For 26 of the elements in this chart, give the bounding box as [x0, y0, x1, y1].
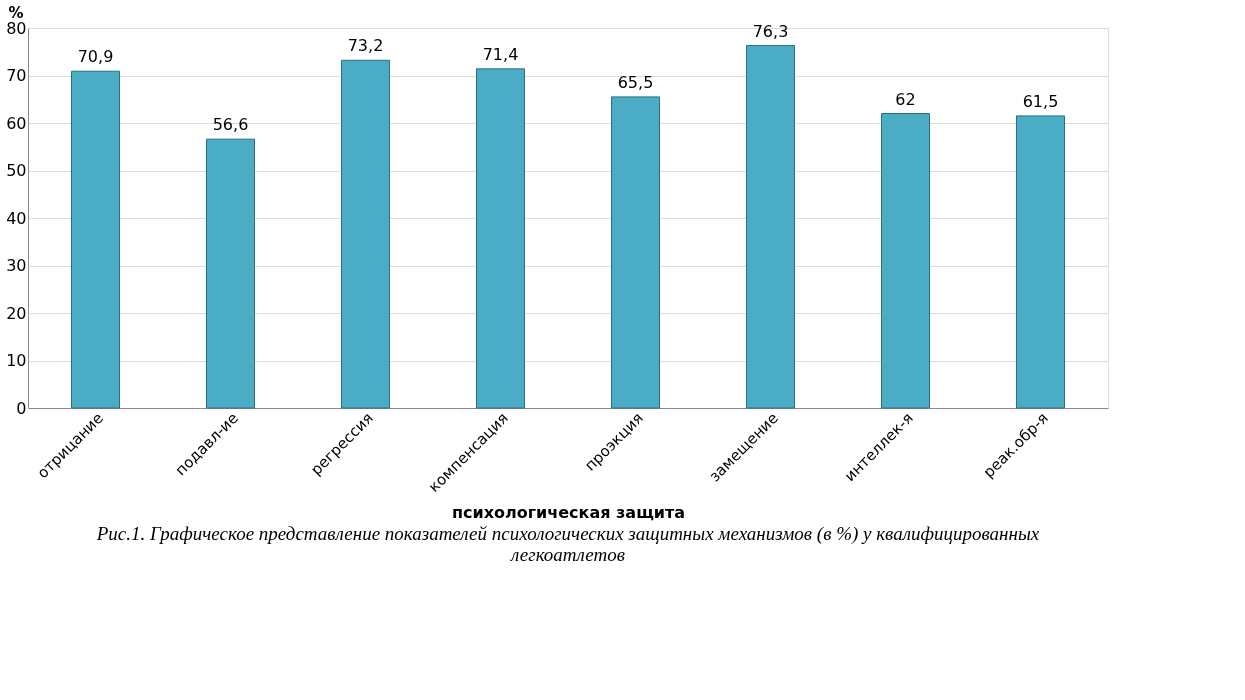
bar: [881, 113, 930, 409]
bar: [71, 70, 120, 409]
data-label: 61,5: [1022, 91, 1059, 111]
data-label: 62: [895, 89, 916, 109]
data-label: 65,5: [617, 72, 654, 92]
bar: [476, 68, 525, 409]
y-tick-label: 10: [6, 351, 27, 370]
bar: [746, 45, 795, 409]
bar: [611, 96, 660, 409]
x-axis-title: психологическая защита: [451, 503, 686, 523]
data-label: 76,3: [752, 21, 789, 41]
data-label: 71,4: [482, 44, 519, 64]
bar: [341, 59, 390, 409]
y-tick-label: 40: [6, 208, 27, 228]
y-tick-label: 60: [6, 113, 27, 133]
y-tick-label: 70: [6, 66, 27, 85]
text: Рис.1. Графическое представление показателей психологических защитных механизмов (в %) у квалифицированных легкоатлетов: [95, 522, 1040, 565]
data-label: 56,6: [212, 115, 249, 135]
y-tick-label: 50: [6, 161, 27, 180]
y-tick-label: 0: [16, 398, 27, 418]
y-tick-label: 20: [6, 303, 27, 323]
y-tick-label: 30: [6, 256, 27, 275]
bar: [1016, 115, 1065, 409]
bar: [206, 138, 255, 409]
data-label: 73,2: [347, 36, 384, 56]
data-label: 70,9: [77, 47, 114, 67]
